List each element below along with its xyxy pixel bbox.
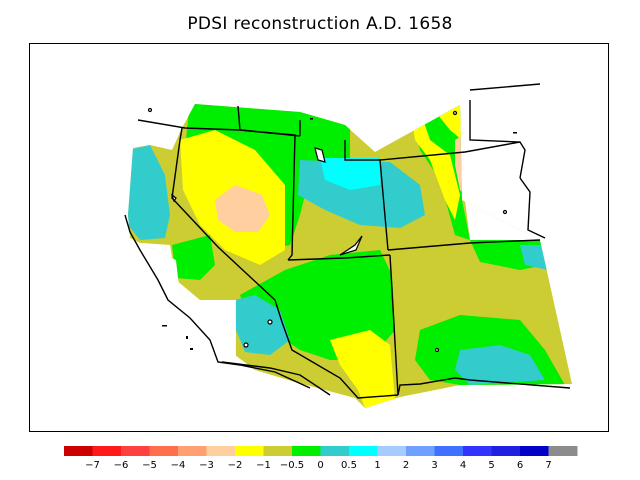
colorbar-swatch (235, 446, 264, 456)
islands (162, 118, 517, 350)
border-east-side (519, 177, 546, 239)
field-yellow-south (330, 330, 395, 408)
colorbar-swatch (92, 446, 122, 456)
colorbar-label: −6 (114, 460, 129, 471)
lake-mead (267, 319, 273, 325)
colorbar-swatch (520, 446, 549, 456)
island-5 (310, 118, 313, 120)
colorbar-labels: −7 −6 −5 −4 −3 −2 −1 −0.5 0 0.5 1 2 3 4 5 6 7 (85, 460, 552, 471)
colorbar-label: −0.5 (280, 460, 304, 471)
colorbar-label: 0.5 (341, 460, 357, 471)
colorbar-swatch (206, 446, 236, 456)
lake-great-salt (339, 235, 363, 256)
pdsi-map (124, 83, 572, 408)
colorbar-swatch (463, 446, 492, 456)
pdsi-field (128, 104, 572, 408)
border-arizona-mexico (274, 299, 399, 399)
island-2 (186, 336, 188, 339)
field-teal-northwest (128, 145, 170, 240)
colorbar-swatch (434, 446, 464, 456)
colorbar-swatch (121, 446, 150, 456)
colorbar: −7 −6 −5 −4 −3 −2 −1 −0.5 0 0.5 1 2 3 4 5 6 7 (64, 446, 578, 471)
colorbar-swatch (406, 446, 435, 456)
colorbar-swatch (263, 446, 293, 456)
colorbar-label: 6 (517, 460, 523, 471)
border-oregon-idaho (237, 105, 241, 131)
field-green-west (172, 235, 215, 280)
lake-tahoe (170, 193, 177, 203)
colorbar-label: −5 (142, 460, 157, 471)
field-yellow-northeast (410, 105, 460, 220)
island-4 (513, 132, 517, 134)
border-wyoming-south (379, 141, 521, 161)
lake-salton (243, 342, 249, 348)
border-colorado-east (387, 239, 541, 251)
colorbar-swatch (491, 446, 521, 456)
lake-east (502, 209, 508, 215)
border-california-coast (124, 214, 311, 389)
island-1 (162, 325, 167, 327)
border-north-dakota (469, 83, 541, 91)
colorbar-label: 0 (317, 460, 323, 471)
colorbar-label: −7 (85, 460, 100, 471)
colorbar-swatch (377, 446, 407, 456)
border-new-mexico-south (397, 377, 571, 396)
colorbar-label: −3 (199, 460, 214, 471)
colorbar-label: 2 (403, 460, 409, 471)
colorbar-label: −1 (256, 460, 271, 471)
field-peach-nevada (215, 185, 270, 232)
field-teal-east (520, 245, 548, 270)
colorbar-swatch (548, 446, 578, 456)
colorbar-label: 1 (374, 460, 380, 471)
colorbar-swatch (320, 446, 350, 456)
border-montana-east (469, 100, 526, 179)
border-idaho-nevada (171, 127, 276, 301)
lakes (147, 107, 508, 353)
lake-yellowstone (314, 147, 326, 163)
lake-northeast (452, 110, 458, 116)
border-nevada-utah (239, 129, 296, 261)
state-borders (124, 83, 571, 399)
map-title: PDSI reconstruction A.D. 1658 (187, 14, 453, 34)
colorbar-label: 3 (431, 460, 437, 471)
border-utah-arizona (287, 254, 391, 261)
field-teal-southwest (235, 295, 290, 355)
colorbar-swatch (64, 446, 93, 456)
colorbar-label: 4 (460, 460, 466, 471)
lake-southeast (434, 347, 440, 353)
colorbar-swatch (349, 446, 378, 456)
colorbar-label: −4 (171, 460, 186, 471)
colorbar-swatch (292, 446, 321, 456)
border-mexico-gulf (221, 361, 331, 396)
border-new-mexico-west (389, 254, 399, 396)
colorbar-label: 7 (545, 460, 551, 471)
colorbar-label: −2 (228, 460, 243, 471)
colorbar-swatch (149, 446, 179, 456)
field-cyan-north-central (320, 158, 380, 190)
island-3 (190, 348, 193, 350)
field-teal-southeast (455, 345, 545, 385)
border-utah-colorado (344, 140, 389, 251)
colorbar-swatches (64, 446, 578, 456)
field-no-data-northeast (462, 104, 545, 240)
colorbar-swatch (178, 446, 207, 456)
lake-sierra (147, 107, 153, 113)
colorbar-label: 5 (488, 460, 494, 471)
